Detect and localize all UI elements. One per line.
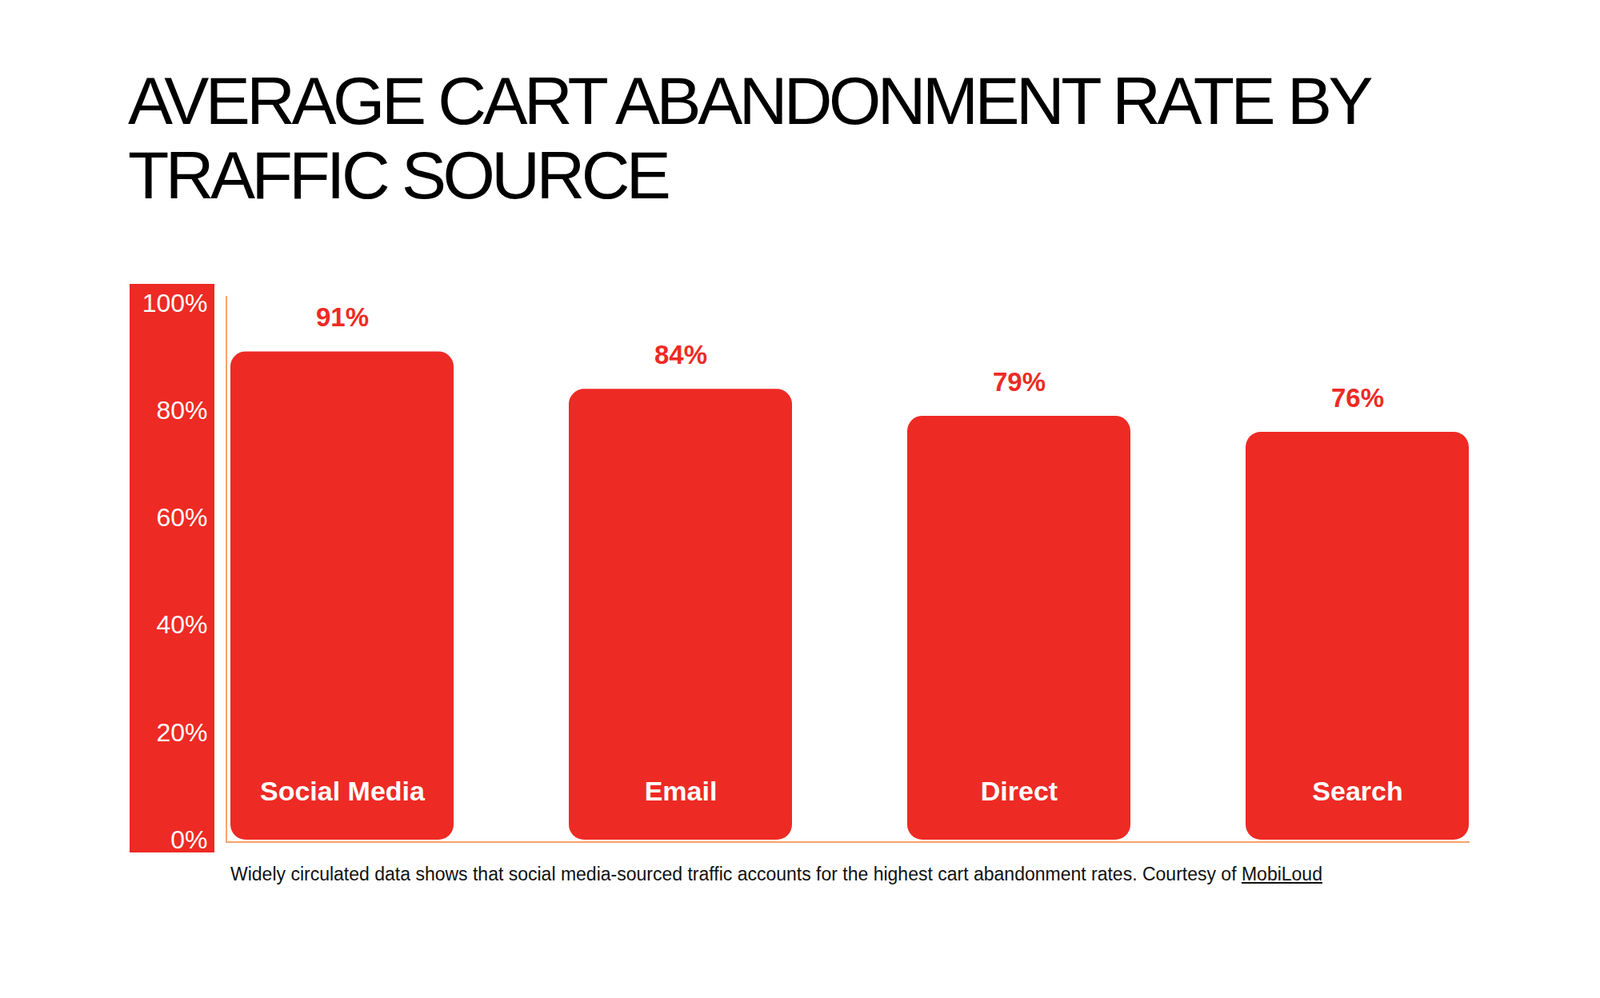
svg-text:80%: 80% (156, 396, 208, 425)
svg-text:40%: 40% (156, 610, 208, 640)
html-text:Widely circulated data shows t: Widely circulated data shows that social… (230, 864, 1323, 885)
svg-text:Social Media: Social Media (260, 776, 426, 807)
svg-text:0%: 0% (170, 825, 208, 855)
svg-text:84%: 84% (654, 340, 708, 370)
svg-text:20%: 20% (156, 718, 208, 748)
svg-text:91%: 91% (316, 302, 369, 332)
svg-text:Search: Search (1312, 776, 1403, 807)
svg-text:79%: 79% (992, 367, 1046, 397)
svg-text:100%: 100% (142, 288, 208, 318)
svg-text:Direct: Direct (980, 776, 1058, 807)
html-text:AVERAGE CART ABANDONMENT RATE: AVERAGE CART ABANDONMENT RATE BY TRAFFIC… (128, 63, 1369, 213)
svg-text:76%: 76% (1331, 383, 1384, 413)
svg-text:60%: 60% (156, 503, 208, 532)
svg-text:Email: Email (644, 776, 718, 807)
